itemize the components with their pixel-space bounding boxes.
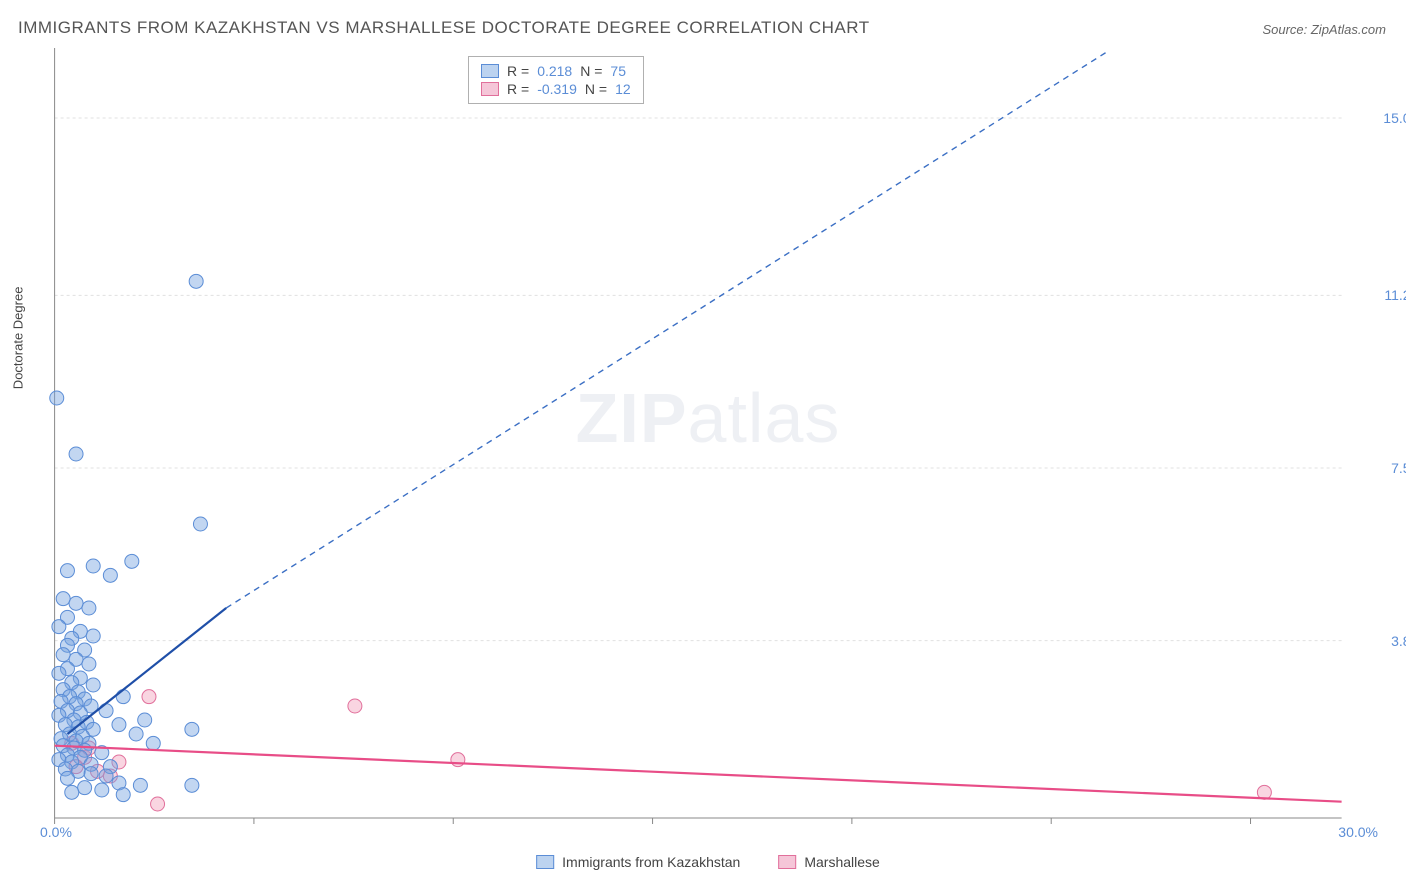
legend-swatch-marshallese — [481, 82, 499, 96]
n-label-mar: N = — [585, 81, 607, 97]
x-axis-max-label: 30.0% — [1338, 824, 1378, 840]
y-axis-label: Doctorate Degree — [11, 287, 26, 390]
legend-swatch-kazakhstan — [481, 64, 499, 78]
series-legend: Immigrants from Kazakhstan Marshallese — [536, 854, 880, 870]
chart-title: IMMIGRANTS FROM KAZAKHSTAN VS MARSHALLES… — [18, 18, 870, 38]
source-credit: Source: ZipAtlas.com — [1262, 22, 1386, 37]
legend-label-kazakhstan: Immigrants from Kazakhstan — [562, 854, 740, 870]
y-tick-label: 3.8% — [1391, 633, 1406, 649]
source-name: ZipAtlas.com — [1311, 22, 1386, 37]
y-tick-label: 15.0% — [1383, 110, 1406, 126]
x-axis-min-label: 0.0% — [40, 824, 72, 840]
legend-row-kazakhstan: R = 0.218 N = 75 — [481, 63, 631, 79]
n-label-kaz: N = — [580, 63, 602, 79]
legend-label-marshallese: Marshallese — [804, 854, 879, 870]
r-label-mar: R = — [507, 81, 529, 97]
n-value-mar: 12 — [615, 81, 631, 97]
correlation-legend: R = 0.218 N = 75 R = -0.319 N = 12 — [468, 56, 644, 104]
legend-row-marshallese: R = -0.319 N = 12 — [481, 81, 631, 97]
y-tick-label: 7.5% — [1391, 460, 1406, 476]
legend-swatch-icon — [536, 855, 554, 869]
r-value-kaz: 0.218 — [537, 63, 572, 79]
n-value-kaz: 75 — [610, 63, 626, 79]
legend-item-marshallese: Marshallese — [778, 854, 879, 870]
source-label: Source: — [1262, 22, 1310, 37]
scatter-plot — [48, 48, 1368, 818]
chart-area: Doctorate Degree ZIPatlas R = 0.218 N = … — [48, 48, 1368, 818]
y-tick-label: 11.2% — [1384, 287, 1406, 303]
legend-swatch-icon — [778, 855, 796, 869]
legend-item-kazakhstan: Immigrants from Kazakhstan — [536, 854, 740, 870]
r-label-kaz: R = — [507, 63, 529, 79]
r-value-mar: -0.319 — [537, 81, 577, 97]
